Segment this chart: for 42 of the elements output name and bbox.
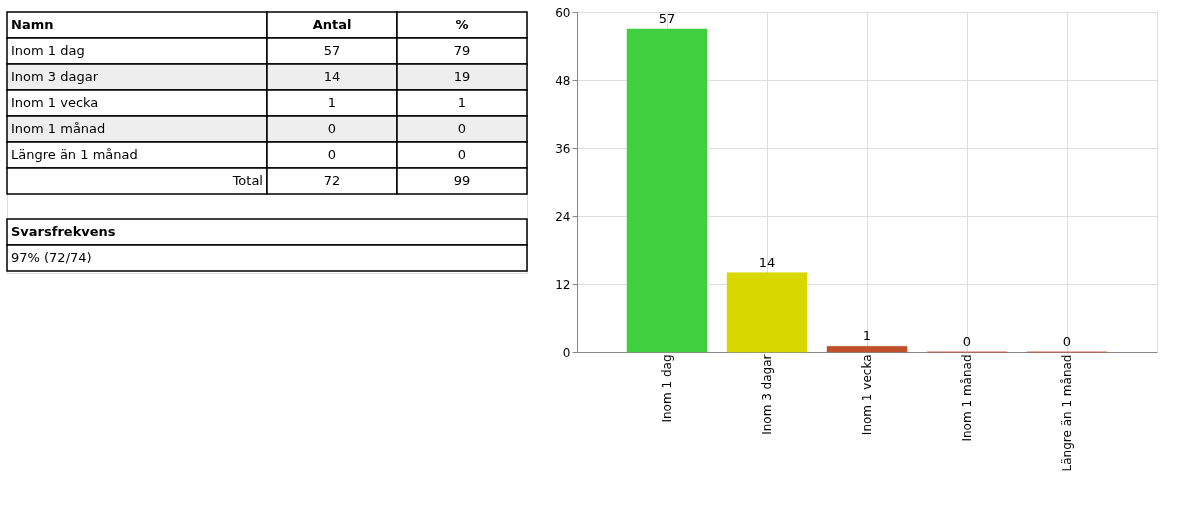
data-label: 1 bbox=[327, 95, 337, 110]
y-tick-label: 48 bbox=[555, 73, 571, 88]
data-label: 0 bbox=[327, 121, 337, 136]
y-tick-label: 36 bbox=[555, 141, 571, 156]
text: Namn bbox=[11, 17, 54, 32]
data-label: 0 bbox=[1062, 334, 1072, 349]
data-label: 1 bbox=[862, 328, 872, 344]
data-label: 72 bbox=[323, 173, 341, 188]
data-label: 0 bbox=[962, 334, 972, 349]
bar bbox=[626, 28, 708, 353]
x-tick-label: Inom 1 vecka bbox=[860, 354, 874, 436]
bar bbox=[826, 346, 908, 353]
data-label: 57 bbox=[323, 43, 341, 58]
category-label: Inom 1 månad bbox=[11, 121, 106, 136]
text: Svarsfrekvens bbox=[11, 224, 116, 239]
data-label: 57 bbox=[658, 11, 676, 26]
series-label: % bbox=[455, 17, 469, 32]
y-tick-label: 12 bbox=[555, 277, 571, 292]
x-tick-label: Inom 1 dag bbox=[660, 354, 674, 423]
data-label: 79 bbox=[453, 43, 471, 58]
x-tick-label: Längre än 1 månad bbox=[1060, 354, 1074, 472]
series-label: Antal bbox=[312, 17, 352, 32]
x-tick-label: Inom 1 månad bbox=[960, 354, 974, 442]
data-label: 99 bbox=[453, 173, 471, 188]
data-label: 0 bbox=[327, 147, 337, 162]
category-label: Längre än 1 månad bbox=[11, 147, 138, 162]
category-label: Inom 1 dag bbox=[11, 43, 85, 58]
text: 97% (72/74) bbox=[11, 250, 92, 265]
category-label: Inom 3 dagar bbox=[11, 69, 99, 84]
x-tick-label: Inom 3 dagar bbox=[760, 354, 774, 435]
y-tick-label: 0 bbox=[562, 345, 571, 360]
data-label: 0 bbox=[457, 147, 467, 162]
data-label: 19 bbox=[453, 69, 471, 84]
data-label: 1 bbox=[457, 95, 467, 110]
data-label: 14 bbox=[323, 69, 341, 84]
data-label: 14 bbox=[758, 254, 776, 270]
y-tick-label: 24 bbox=[555, 209, 571, 224]
category-label: Inom 1 vecka bbox=[11, 95, 99, 110]
category-label: Total bbox=[231, 173, 263, 188]
y-tick-label: 60 bbox=[555, 5, 571, 20]
bar bbox=[726, 272, 808, 353]
data-label: 0 bbox=[457, 121, 467, 136]
